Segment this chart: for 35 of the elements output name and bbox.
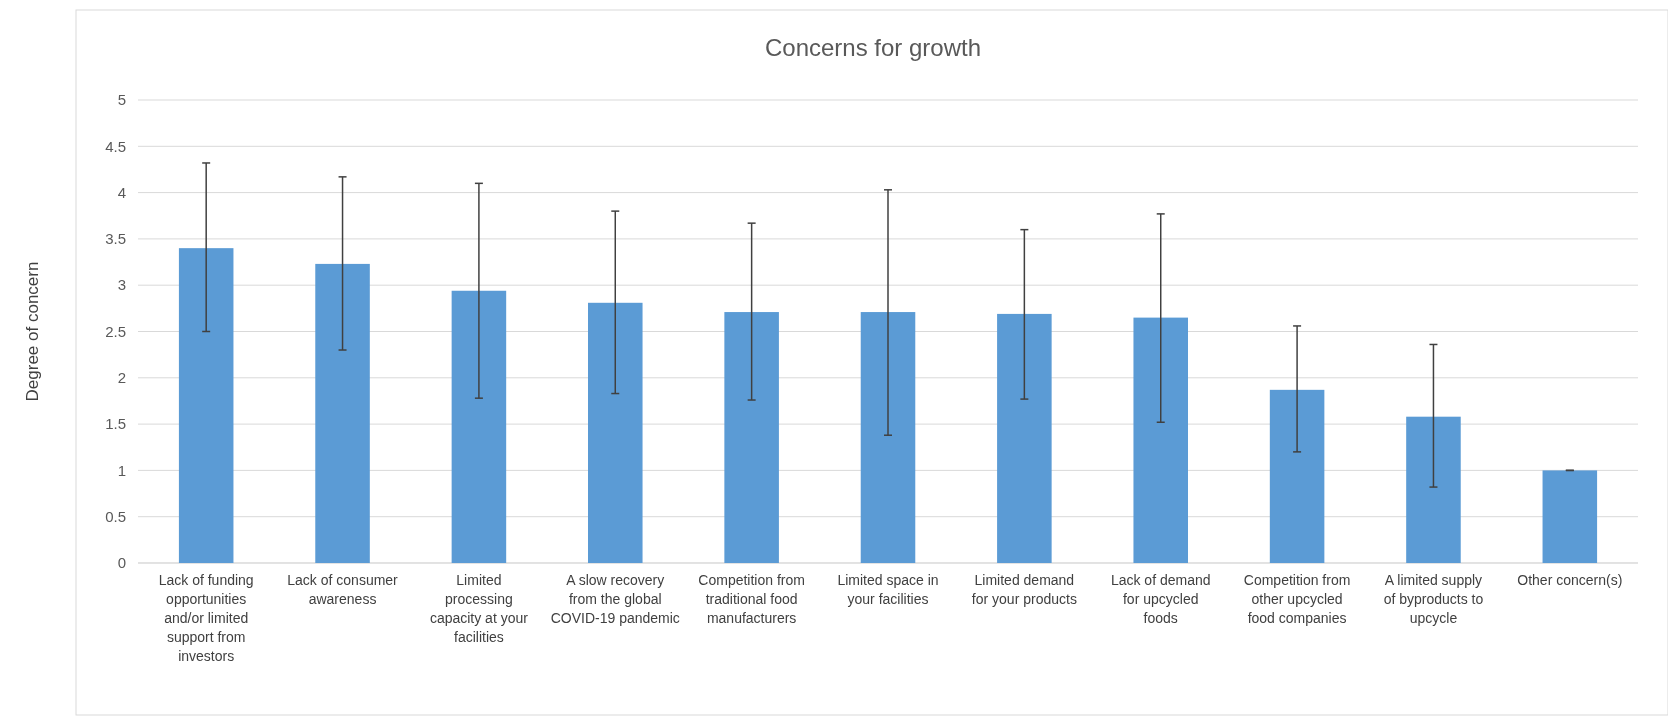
x-tick-label: Lack of demand for upcycled foods: [1110, 572, 1211, 626]
bar: [1133, 317, 1188, 563]
y-tick-label: 4: [117, 183, 126, 201]
x-tick-label: Lack of consumer awareness: [287, 572, 399, 607]
y-tick-label: 5: [117, 91, 126, 109]
bar: [997, 313, 1052, 563]
x-tick-label: Limited space in your facilities: [837, 572, 939, 607]
bar: [860, 312, 916, 563]
x-tick-label: Competition from traditional food manufacturers: [698, 572, 805, 626]
bar: [451, 290, 507, 563]
y-tick-label: 1: [117, 461, 126, 479]
bar: [178, 248, 234, 563]
x-tick-label: Competition from other upcycled food companies: [1243, 572, 1351, 626]
y-tick-label: 4.5: [105, 137, 126, 155]
y-tick-label: 3: [117, 276, 126, 294]
x-tick-label: Other concern(s): [1517, 572, 1623, 588]
x-tick-label: Limited processing capacity at your facilities: [429, 572, 529, 645]
bar: [1406, 416, 1461, 563]
x-tick-label: Limited demand for your products: [971, 572, 1077, 607]
bar: [315, 263, 370, 563]
y-tick-label: 0: [117, 554, 126, 572]
x-tick-label: A limited supply of byproducts to upcycle: [1383, 572, 1484, 626]
y-tick-label: 3.5: [105, 230, 126, 248]
x-tick-label: A slow recovery from the global COVID-19 pandemic: [550, 572, 680, 626]
y-axis-title: Degree of concern: [23, 261, 42, 402]
bar: [724, 312, 779, 563]
bar: [1542, 470, 1598, 563]
y-tick-label: 0.5: [105, 507, 126, 525]
chart-title: Concerns for growth: [764, 34, 982, 61]
y-tick-label: 1.5: [105, 415, 126, 433]
y-tick-label: 2: [117, 369, 126, 387]
bar: [588, 302, 643, 563]
bar: [1269, 389, 1325, 563]
y-tick-label: 2.5: [105, 322, 126, 340]
x-tick-label: Lack of funding opportunities and/or limited support from investors: [158, 572, 254, 664]
